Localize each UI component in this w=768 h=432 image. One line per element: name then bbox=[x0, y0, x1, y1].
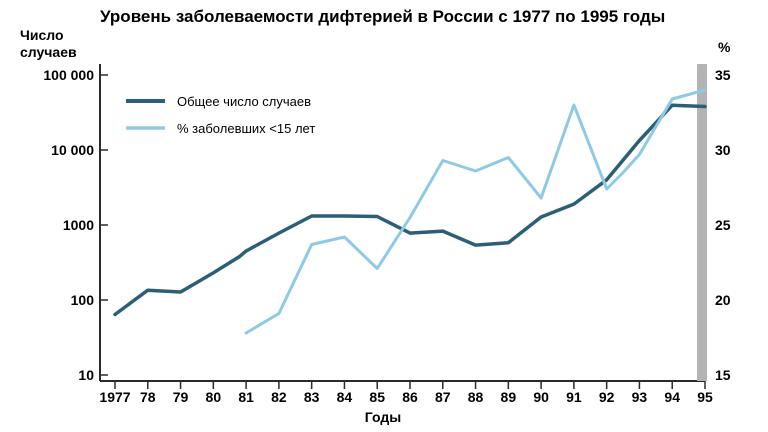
x-tick-label: 79 bbox=[173, 389, 189, 405]
y-right-tick-label: 25 bbox=[715, 217, 731, 233]
x-tick-label: 86 bbox=[402, 389, 418, 405]
y-left-tick-label: 10 000 bbox=[51, 142, 94, 158]
x-tick-label: 80 bbox=[206, 389, 222, 405]
x-tick-label: 78 bbox=[140, 389, 156, 405]
x-tick-label: 83 bbox=[304, 389, 320, 405]
y-right-tick-label: 30 bbox=[715, 142, 731, 158]
legend-label: Общее число случаев bbox=[177, 94, 311, 109]
y-axis-left-title-line: случаев bbox=[20, 44, 77, 60]
x-tick-label: 88 bbox=[468, 389, 484, 405]
y-right-tick-label: 20 bbox=[715, 292, 731, 308]
series-line-under15-percent bbox=[244, 88, 707, 335]
x-tick-label: 95 bbox=[697, 389, 713, 405]
y-axis-left-title: Число случаев bbox=[20, 27, 77, 60]
series-line-total-cases bbox=[113, 103, 707, 317]
x-tick-label: 85 bbox=[369, 389, 385, 405]
x-tick-label: 1977 bbox=[99, 389, 130, 405]
y-axis-right-title: % bbox=[718, 39, 731, 55]
x-tick-label: 81 bbox=[238, 389, 254, 405]
x-tick-label: 93 bbox=[632, 389, 648, 405]
x-axis-title: Годы bbox=[365, 409, 401, 425]
y-axis-left-title-line: Число bbox=[20, 27, 64, 43]
legend-label: % заболевших <15 лет bbox=[177, 121, 315, 136]
x-tick-label: 82 bbox=[271, 389, 287, 405]
y-right-tick-label: 35 bbox=[715, 67, 731, 83]
y-left-tick-label: 10 bbox=[78, 367, 94, 383]
x-tick-label: 92 bbox=[599, 389, 615, 405]
x-tick-label: 87 bbox=[435, 389, 451, 405]
x-tick-label: 90 bbox=[533, 389, 549, 405]
y-left-tick-label: 100 000 bbox=[43, 67, 94, 83]
y-left-tick-label: 100 bbox=[71, 292, 95, 308]
x-tick-label: 91 bbox=[566, 389, 582, 405]
x-tick-label: 89 bbox=[501, 389, 517, 405]
y-left-tick-label: 1000 bbox=[63, 217, 94, 233]
x-tick-label: 84 bbox=[337, 389, 353, 405]
y-right-tick-label: 15 bbox=[715, 367, 731, 383]
chart-title: Уровень заболеваемости дифтерией в Росси… bbox=[100, 7, 665, 26]
y-axis-right-bar bbox=[697, 64, 707, 381]
x-tick-label: 94 bbox=[664, 389, 680, 405]
